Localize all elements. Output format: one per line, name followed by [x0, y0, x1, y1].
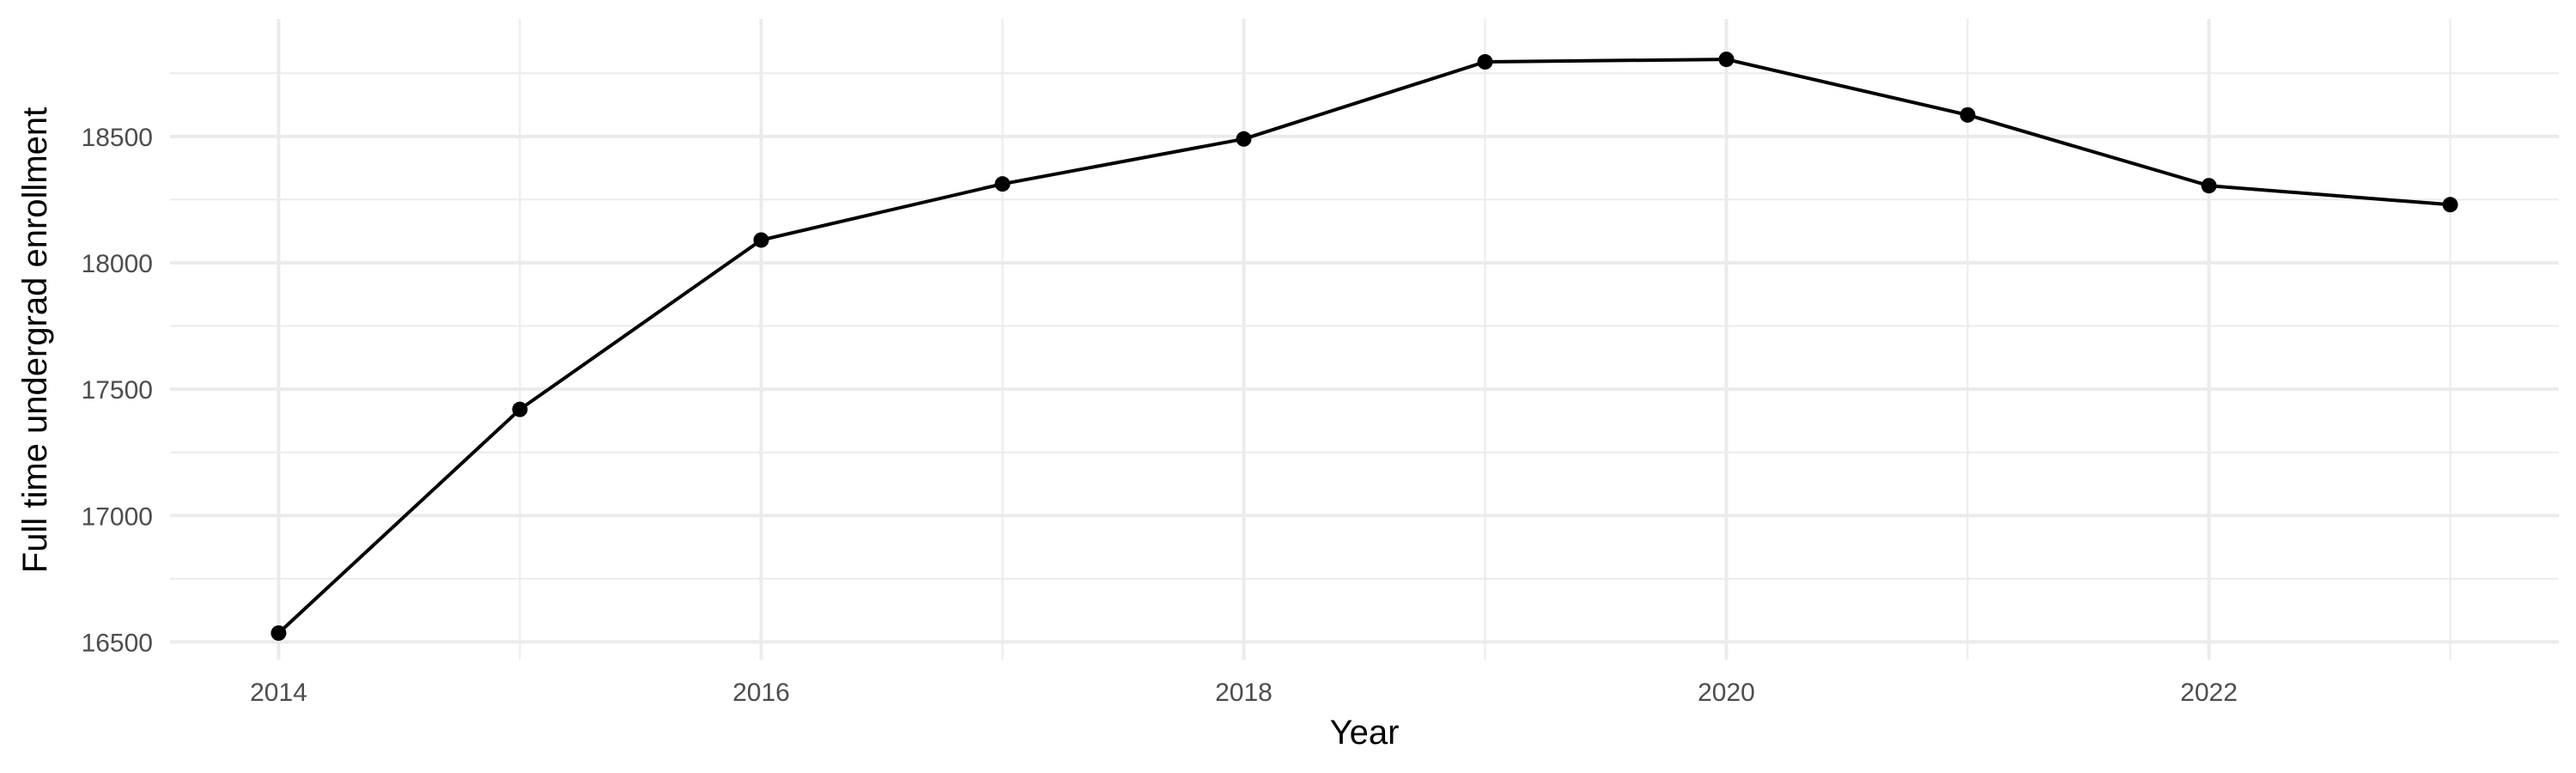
x-tick-label: 2018 [1215, 679, 1273, 707]
data-point [1236, 131, 1252, 147]
y-tick-label: 17000 [82, 502, 153, 531]
data-point [1477, 54, 1493, 70]
data-point [753, 232, 769, 248]
y-tick-label: 18000 [82, 250, 153, 278]
y-axis-title: Full time undergrad enrollment [16, 107, 54, 573]
series-layer [270, 52, 2458, 642]
data-point [512, 401, 528, 417]
x-tick-label: 2022 [2180, 679, 2238, 707]
x-axis-title: Year [1330, 714, 1400, 752]
x-axis-tick-labels: 2014 2016 2018 2020 2022 [250, 679, 2238, 707]
y-tick-label: 18500 [82, 124, 153, 152]
y-tick-label: 17500 [82, 376, 153, 405]
x-tick-label: 2020 [1698, 679, 1755, 707]
data-point [1959, 107, 1976, 123]
minor-gridlines [170, 19, 2559, 660]
data-point [2201, 178, 2217, 194]
data-point [2442, 197, 2458, 213]
data-point [994, 176, 1011, 192]
y-tick-label: 16500 [82, 629, 153, 657]
x-tick-label: 2014 [250, 679, 307, 707]
major-gridlines [170, 19, 2559, 660]
y-axis-tick-labels: 16500 17000 17500 18000 18500 [82, 124, 153, 658]
series-line [277, 58, 2451, 635]
data-point [270, 625, 287, 642]
x-tick-label: 2016 [732, 679, 790, 707]
data-point [1718, 52, 1735, 68]
